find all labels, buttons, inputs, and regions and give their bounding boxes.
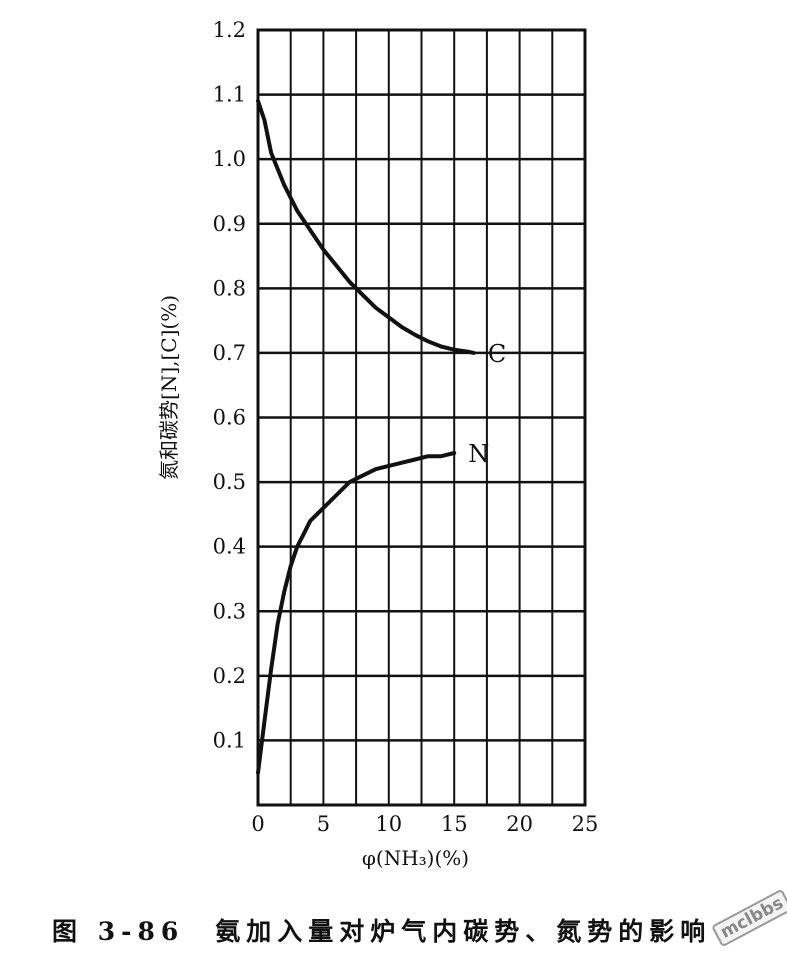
x-tick-label: 10 [375, 812, 402, 836]
y-tick-label: 1.0 [213, 147, 246, 171]
chart-ticks: 0 5 10 15 20 25 0.1 0.2 0.3 0.4 0.5 0.6 0.7 0.8 0.9 1.0… [213, 18, 599, 836]
chart-series [256, 99, 476, 775]
x-tick-label: 20 [506, 812, 533, 836]
y-tick-label: 0.4 [213, 535, 246, 559]
y-tick-label: 0.7 [213, 341, 246, 365]
x-axis-title: φ(NH₃)(%) [362, 846, 469, 870]
y-tick-label: 1.2 [213, 18, 246, 42]
y-tick-label: 0.8 [213, 276, 246, 300]
y-tick-label: 0.5 [213, 470, 246, 494]
figure-caption: 图 3-86 氨加入量对炉气内碳势、氮势的影响 [52, 917, 712, 946]
series-label-c: C [488, 340, 506, 368]
y-tick-label: 0.1 [213, 728, 246, 752]
x-tick-label: 15 [441, 812, 468, 836]
y-tick-label: 0.3 [213, 599, 246, 623]
series-line-c [256, 99, 476, 355]
x-tick-label: 25 [572, 812, 599, 836]
y-tick-label: 0.9 [213, 212, 246, 236]
y-tick-label: 1.1 [213, 83, 246, 107]
y-tick-label: 0.6 [213, 406, 246, 430]
series-line-n [256, 451, 457, 775]
x-tick-label: 5 [317, 812, 330, 836]
x-tick-label: 0 [251, 812, 264, 836]
y-axis-title: 氮和碳势[N],[C](%) [157, 295, 181, 480]
series-label-n: N [468, 440, 489, 468]
y-tick-label: 0.2 [213, 664, 246, 688]
chart-grid [256, 28, 587, 807]
chart-labels: C Nφ(NH₃)(%) 氮和碳势[N],[C](%) [157, 295, 506, 870]
